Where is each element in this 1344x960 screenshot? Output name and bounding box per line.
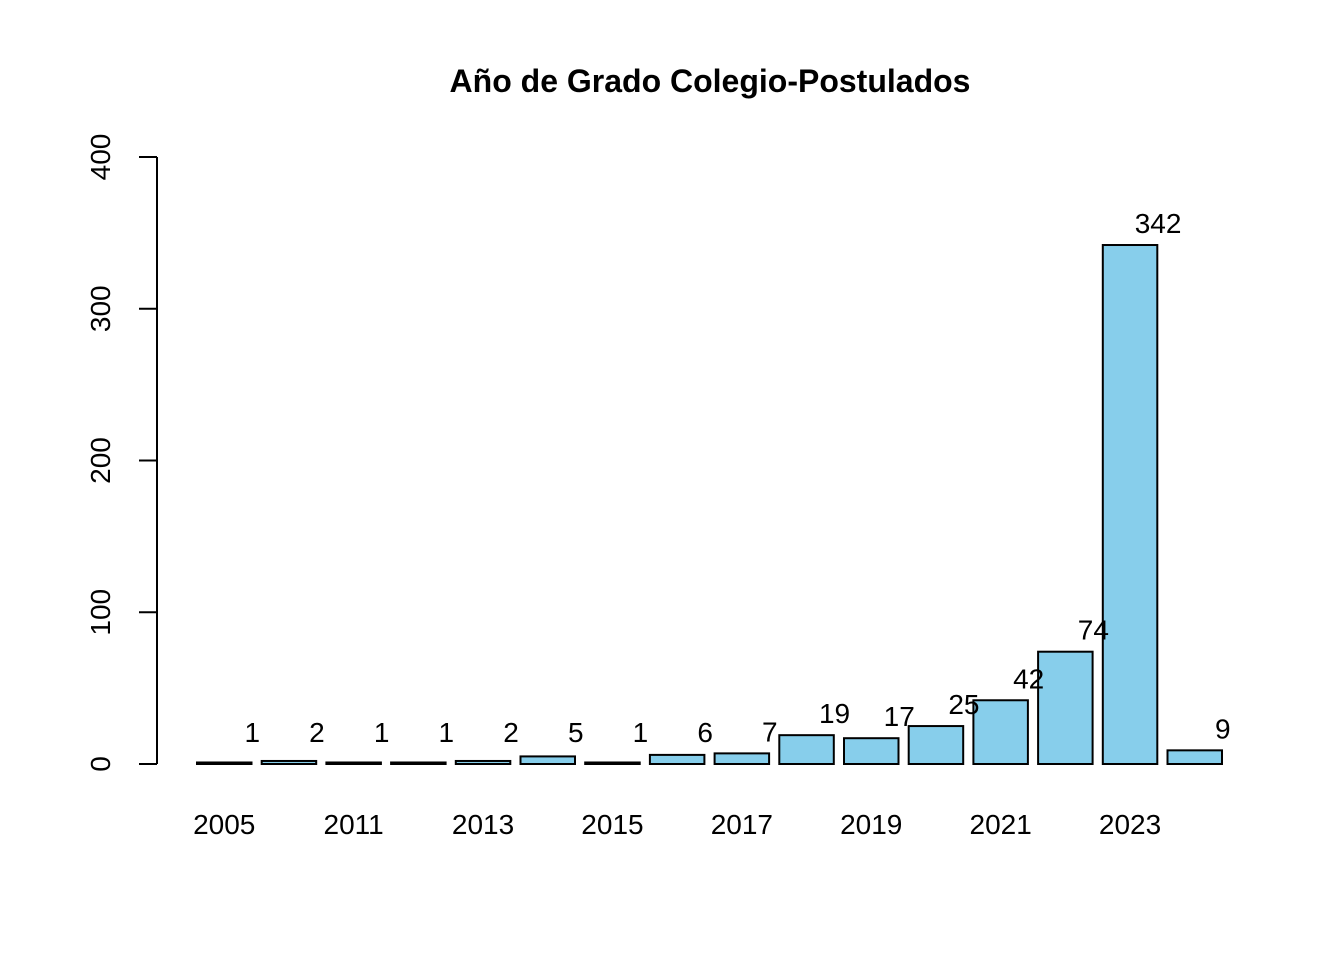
x-tick-label: 2021 <box>970 809 1032 840</box>
bar <box>843 737 900 766</box>
bar-value-label: 2 <box>503 717 519 748</box>
bar <box>325 761 382 765</box>
bar-value-label: 6 <box>697 717 713 748</box>
bar-value-label: 1 <box>439 717 455 748</box>
y-tick-label: 0 <box>85 756 116 772</box>
bar <box>260 759 318 766</box>
x-tick-label: 2017 <box>711 809 773 840</box>
bar <box>584 761 641 765</box>
bar-value-label: 2 <box>309 717 325 748</box>
bar <box>1037 650 1094 766</box>
bar <box>907 725 965 765</box>
bar <box>390 761 447 765</box>
bar-value-label: 25 <box>948 689 979 720</box>
bar-value-label: 17 <box>884 701 915 732</box>
bar <box>454 759 512 766</box>
bar-value-label: 74 <box>1078 615 1109 646</box>
bar-value-label: 19 <box>819 698 850 729</box>
bar-value-label: 1 <box>633 717 649 748</box>
bar-value-label: 5 <box>568 717 584 748</box>
bar <box>648 753 706 766</box>
bar-value-label: 42 <box>1013 663 1044 694</box>
bar <box>778 734 835 765</box>
bar <box>972 699 1029 766</box>
y-axis: 0 100 200 300 400 <box>85 134 158 772</box>
x-tick-label: 2005 <box>193 809 255 840</box>
bar-value-label: 342 <box>1135 208 1182 239</box>
y-tick-label: 200 <box>85 437 116 484</box>
bar-value-label: 9 <box>1215 713 1231 744</box>
y-tick-label: 100 <box>85 589 116 636</box>
bar <box>713 752 771 766</box>
bar-value-label: 1 <box>244 717 260 748</box>
bar-value-label: 1 <box>374 717 390 748</box>
bar-value-label: 7 <box>762 716 778 747</box>
x-tick-label: 2023 <box>1099 809 1161 840</box>
y-tick-label: 400 <box>85 134 116 181</box>
x-tick-label: 2013 <box>452 809 514 840</box>
x-tick-label: 2015 <box>581 809 643 840</box>
x-axis-labels: 2005 2011 2013 2015 2017 2019 2021 2023 <box>193 809 1161 840</box>
x-tick-label: 2011 <box>324 809 384 840</box>
x-tick-label: 2019 <box>840 809 902 840</box>
bar <box>1166 749 1223 766</box>
bar <box>196 761 253 765</box>
bars <box>196 244 1223 766</box>
bar <box>1101 244 1159 765</box>
y-tick-label: 300 <box>85 285 116 332</box>
bar <box>519 755 576 765</box>
chart-title: Año de Grado Colegio-Postulados <box>450 63 971 99</box>
